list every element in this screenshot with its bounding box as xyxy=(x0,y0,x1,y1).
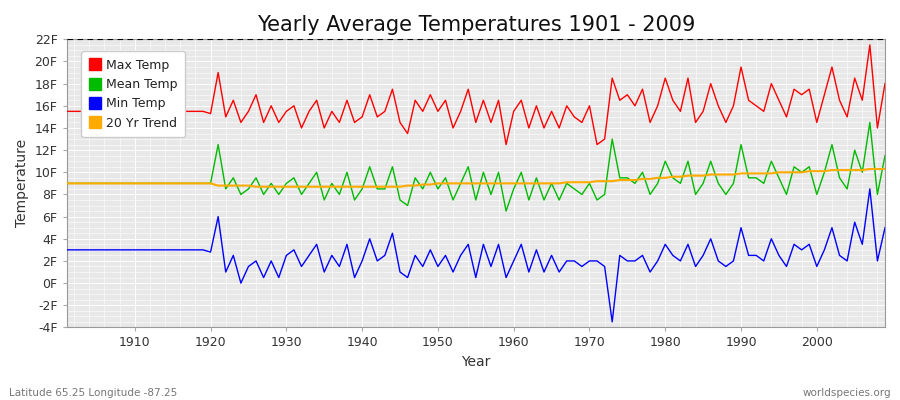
Text: Latitude 65.25 Longitude -87.25: Latitude 65.25 Longitude -87.25 xyxy=(9,388,177,398)
Legend: Max Temp, Mean Temp, Min Temp, 20 Yr Trend: Max Temp, Mean Temp, Min Temp, 20 Yr Tre… xyxy=(81,51,185,137)
Text: worldspecies.org: worldspecies.org xyxy=(803,388,891,398)
X-axis label: Year: Year xyxy=(461,355,491,369)
Y-axis label: Temperature: Temperature xyxy=(15,139,29,228)
Title: Yearly Average Temperatures 1901 - 2009: Yearly Average Temperatures 1901 - 2009 xyxy=(256,15,695,35)
